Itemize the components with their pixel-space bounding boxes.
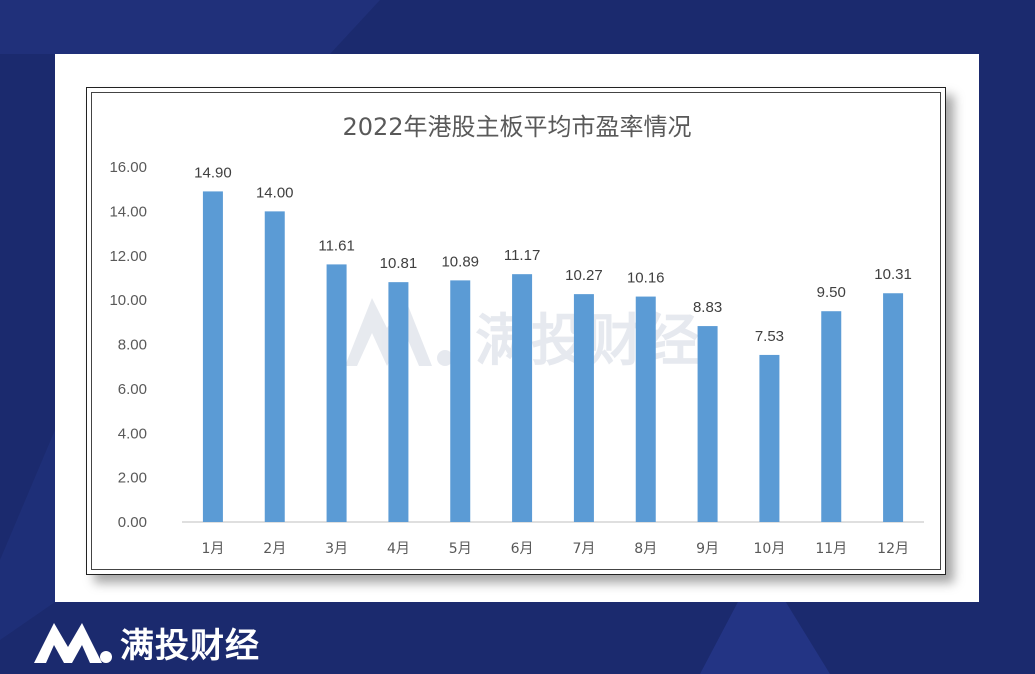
data-label: 14.00: [256, 184, 294, 201]
y-tick-label: 2.00: [118, 470, 147, 487]
chart-frame: 2022年港股主板平均市盈率情况 满投财经 0.002.004.006.008.…: [86, 87, 946, 575]
data-label: 8.83: [693, 299, 722, 316]
y-tick-label: 8.00: [118, 337, 147, 354]
brand-logo-icon: [34, 623, 112, 663]
x-tick-label: 2月: [263, 541, 286, 557]
y-tick-label: 6.00: [118, 381, 147, 398]
x-tick-label: 1月: [201, 541, 224, 557]
bar: [573, 294, 594, 522]
x-tick-label: 3月: [325, 541, 348, 557]
bar: [697, 326, 718, 522]
chart-title: 2022年港股主板平均市盈率情况: [342, 113, 691, 141]
x-tick-label: 12月: [877, 541, 909, 557]
chart-panel: 2022年港股主板平均市盈率情况 满投财经 0.002.004.006.008.…: [55, 54, 979, 602]
bar: [821, 311, 842, 522]
bars: [202, 191, 904, 522]
bar: [450, 280, 471, 522]
data-label: 14.90: [194, 164, 232, 181]
x-axis: 1月 2月 3月 4月 5月 6月 7月 8月 9月 10月 11月 12月: [201, 541, 909, 557]
data-label: 11.17: [504, 247, 540, 264]
y-tick-label: 0.00: [118, 514, 147, 531]
y-tick-label: 4.00: [118, 425, 147, 442]
data-label: 9.50: [817, 284, 846, 301]
x-tick-label: 5月: [449, 541, 472, 557]
y-tick-label: 14.00: [109, 203, 147, 220]
y-axis: 0.00 2.00 4.00 6.00 8.00 10.00 12.00 14.00 16.00: [109, 159, 147, 531]
x-tick-label: 10月: [754, 541, 786, 557]
y-tick-label: 10.00: [109, 292, 147, 309]
footer-logo: 满投财经: [32, 616, 260, 668]
data-label: 10.16: [627, 270, 665, 287]
data-label: 10.81: [380, 255, 418, 272]
data-label: 11.61: [318, 237, 354, 254]
bar: [635, 296, 656, 522]
bar: [512, 274, 533, 522]
y-tick-label: 12.00: [109, 248, 147, 265]
x-tick-label: 8月: [634, 541, 657, 557]
bar: [202, 191, 223, 522]
data-label: 10.89: [441, 253, 479, 270]
bar: [264, 211, 285, 522]
bar: [759, 354, 780, 522]
brand-name: 满投财经: [120, 625, 260, 666]
bar: [883, 293, 904, 522]
x-tick-label: 4月: [387, 541, 410, 557]
bar: [388, 282, 409, 522]
data-label: 10.31: [874, 266, 912, 283]
bar-chart: 2022年港股主板平均市盈率情况 满投财经 0.002.004.006.008.…: [109, 113, 924, 557]
watermark-dot-icon: [437, 350, 453, 366]
bar: [326, 264, 347, 522]
data-label: 7.53: [755, 328, 784, 345]
x-tick-label: 11月: [815, 541, 847, 557]
y-tick-label: 16.00: [109, 159, 147, 176]
x-tick-label: 6月: [511, 541, 534, 557]
data-labels: 14.90 14.00 11.61 10.81 10.89 11.17 10.27 10.16…: [194, 164, 912, 345]
x-tick-label: 9月: [696, 541, 719, 557]
x-tick-label: 7月: [572, 541, 595, 557]
data-label: 10.27: [565, 267, 603, 284]
